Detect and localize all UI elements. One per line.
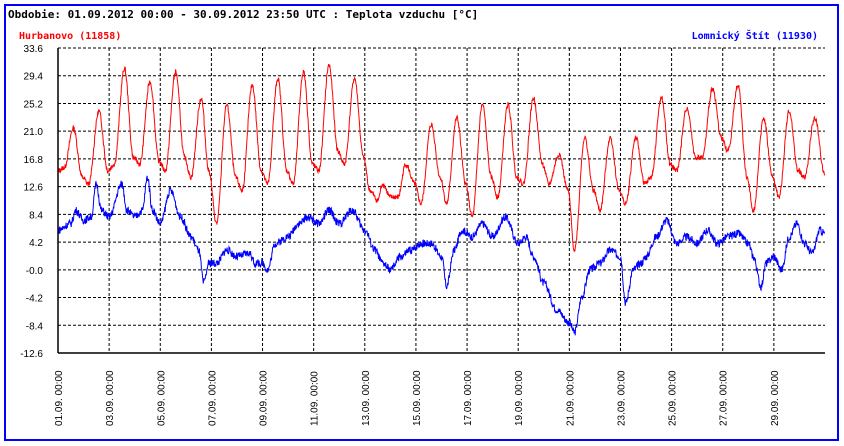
x-tick-label: 21.09. 00:00 bbox=[565, 370, 576, 426]
x-tick-label: 29.09. 00:00 bbox=[770, 370, 781, 426]
y-tick-label: 25.2 bbox=[24, 99, 44, 110]
x-tick-label: 13.09. 00:00 bbox=[361, 370, 372, 426]
x-tick-label: 27.09. 00:00 bbox=[719, 370, 730, 426]
y-tick-label: 21.0 bbox=[24, 127, 44, 138]
y-tick-label: 12.6 bbox=[24, 183, 44, 194]
chart-title: Obdobie: 01.09.2012 00:00 - 30.09.2012 2… bbox=[8, 8, 479, 21]
y-tick-label: 8.4 bbox=[29, 210, 43, 221]
y-tick-label: -4.2 bbox=[26, 294, 44, 305]
x-tick-label: 23.09. 00:00 bbox=[616, 370, 627, 426]
y-tick-label: -0.0 bbox=[26, 266, 44, 277]
x-tick-label: 05.09. 00:00 bbox=[156, 370, 167, 426]
x-tick-label: 15.09. 00:00 bbox=[412, 370, 423, 426]
x-tick-label: 19.09. 00:00 bbox=[514, 370, 525, 426]
x-tick-label: 03.09. 00:00 bbox=[105, 370, 116, 426]
x-tick-label: 07.09. 00:00 bbox=[207, 370, 218, 426]
y-tick-label: 4.2 bbox=[29, 238, 43, 249]
x-tick-label: 09.09. 00:00 bbox=[259, 370, 270, 426]
series-line-hurbanovo bbox=[57, 63, 826, 253]
legend-hurbanovo: Hurbanovo (11858) bbox=[19, 31, 122, 42]
series-line-lomnicky-stit bbox=[57, 175, 826, 336]
legend-lomnicky-stit: Lomnický Štít (11930) bbox=[691, 31, 818, 42]
x-tick-label: 17.09. 00:00 bbox=[463, 370, 474, 426]
x-tick-label: 25.09. 00:00 bbox=[668, 370, 679, 426]
y-tick-label: 16.8 bbox=[24, 155, 44, 166]
x-tick-label: 11.09. 00:00 bbox=[310, 371, 321, 426]
chart-frame bbox=[4, 4, 839, 441]
y-tick-label: -12.6 bbox=[20, 349, 43, 360]
y-tick-label: 33.6 bbox=[24, 44, 44, 55]
y-tick-label: -8.4 bbox=[26, 321, 44, 332]
x-tick-label: 01.09. 00:00 bbox=[54, 370, 65, 426]
y-tick-label: 29.4 bbox=[24, 72, 44, 83]
